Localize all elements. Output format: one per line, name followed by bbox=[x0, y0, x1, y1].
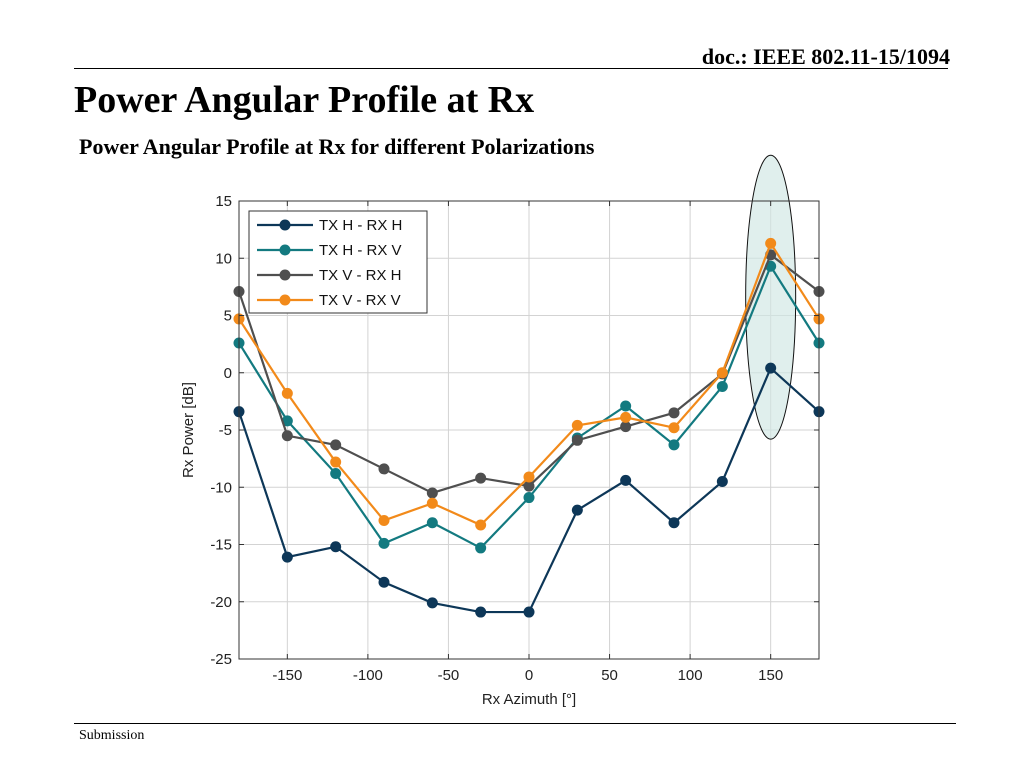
data-point bbox=[523, 606, 535, 618]
y-tick-label: 10 bbox=[215, 250, 232, 267]
x-tick-label: 150 bbox=[758, 667, 783, 684]
data-point bbox=[571, 504, 583, 516]
x-tick-label: -50 bbox=[438, 667, 460, 684]
data-point bbox=[571, 419, 583, 431]
data-point bbox=[668, 439, 680, 451]
x-axis-label: Rx Azimuth [°] bbox=[482, 691, 576, 708]
data-point bbox=[281, 551, 293, 563]
data-point bbox=[716, 367, 728, 379]
legend-label: TX H - RX V bbox=[319, 242, 402, 259]
data-point bbox=[716, 476, 728, 488]
header-divider bbox=[74, 68, 948, 69]
data-point bbox=[330, 468, 342, 480]
highlight-region bbox=[745, 154, 797, 440]
legend-entry: TX H - RX H bbox=[257, 217, 402, 234]
y-tick-label: -10 bbox=[210, 479, 232, 496]
highlight-ellipse bbox=[745, 154, 797, 440]
data-point bbox=[378, 514, 390, 526]
legend-box bbox=[248, 210, 428, 314]
data-point bbox=[765, 362, 777, 374]
legend-entry: TX H - RX V bbox=[257, 242, 402, 259]
doc-reference: doc.: IEEE 802.11-15/1094 bbox=[701, 44, 950, 69]
axis-labels: Rx Azimuth [°] Rx Power [dB] bbox=[180, 382, 576, 708]
y-axis-label: Rx Power [dB] bbox=[180, 382, 197, 478]
legend-marker bbox=[279, 269, 291, 281]
data-point bbox=[378, 463, 390, 475]
series-1 bbox=[233, 362, 825, 618]
data-point bbox=[620, 411, 632, 423]
y-tick-label: -20 bbox=[210, 594, 232, 611]
legend: TX H - RX H TX H - RX V TX V - RX H TX V - … bbox=[248, 210, 428, 314]
footer-divider bbox=[74, 723, 956, 724]
data-point bbox=[330, 439, 342, 451]
data-point bbox=[523, 480, 535, 492]
y-tick-label: -5 bbox=[219, 422, 232, 439]
legend-label: TX V - RX H bbox=[319, 267, 402, 284]
legend-marker bbox=[279, 294, 291, 306]
legend-marker bbox=[279, 219, 291, 231]
x-tick-label: 0 bbox=[525, 667, 533, 684]
x-tick-label: 100 bbox=[678, 667, 703, 684]
data-point bbox=[426, 597, 438, 609]
data-point bbox=[765, 237, 777, 249]
data-point bbox=[620, 421, 632, 433]
data-point bbox=[281, 415, 293, 427]
footer-label: Submission bbox=[79, 728, 145, 743]
data-point bbox=[426, 497, 438, 509]
data-series bbox=[233, 237, 825, 618]
data-point bbox=[281, 430, 293, 442]
data-point bbox=[620, 400, 632, 412]
data-point bbox=[378, 576, 390, 588]
x-tick-label: 50 bbox=[601, 667, 618, 684]
legend-marker bbox=[279, 244, 291, 256]
data-point bbox=[668, 407, 680, 419]
x-tick-label: -150 bbox=[272, 667, 302, 684]
y-tick-label: 0 bbox=[224, 365, 232, 382]
data-point bbox=[668, 517, 680, 529]
data-point bbox=[571, 434, 583, 446]
y-tick-label: 5 bbox=[224, 308, 232, 325]
y-tick-label: -25 bbox=[210, 651, 232, 668]
data-point bbox=[475, 606, 487, 618]
data-point bbox=[668, 422, 680, 434]
data-point bbox=[475, 542, 487, 554]
data-point bbox=[523, 471, 535, 483]
y-tick-label: -15 bbox=[210, 537, 232, 554]
data-point bbox=[330, 456, 342, 468]
y-tick-label: 15 bbox=[215, 193, 232, 210]
data-point bbox=[426, 517, 438, 529]
legend-entry: TX V - RX V bbox=[257, 292, 401, 309]
data-point bbox=[281, 387, 293, 399]
x-tick-label: -100 bbox=[353, 667, 383, 684]
legend-label: TX H - RX H bbox=[319, 217, 402, 234]
slide-title: Power Angular Profile at Rx bbox=[74, 79, 535, 121]
data-point bbox=[475, 472, 487, 484]
data-point bbox=[475, 519, 487, 531]
data-point bbox=[716, 380, 728, 392]
data-point bbox=[620, 474, 632, 486]
legend-label: TX V - RX V bbox=[319, 292, 401, 309]
data-point bbox=[426, 487, 438, 499]
data-point bbox=[330, 541, 342, 553]
slide-subtitle: Power Angular Profile at Rx for differen… bbox=[79, 134, 595, 159]
data-point bbox=[523, 492, 535, 504]
data-point bbox=[378, 537, 390, 549]
legend-entry: TX V - RX H bbox=[257, 267, 402, 284]
